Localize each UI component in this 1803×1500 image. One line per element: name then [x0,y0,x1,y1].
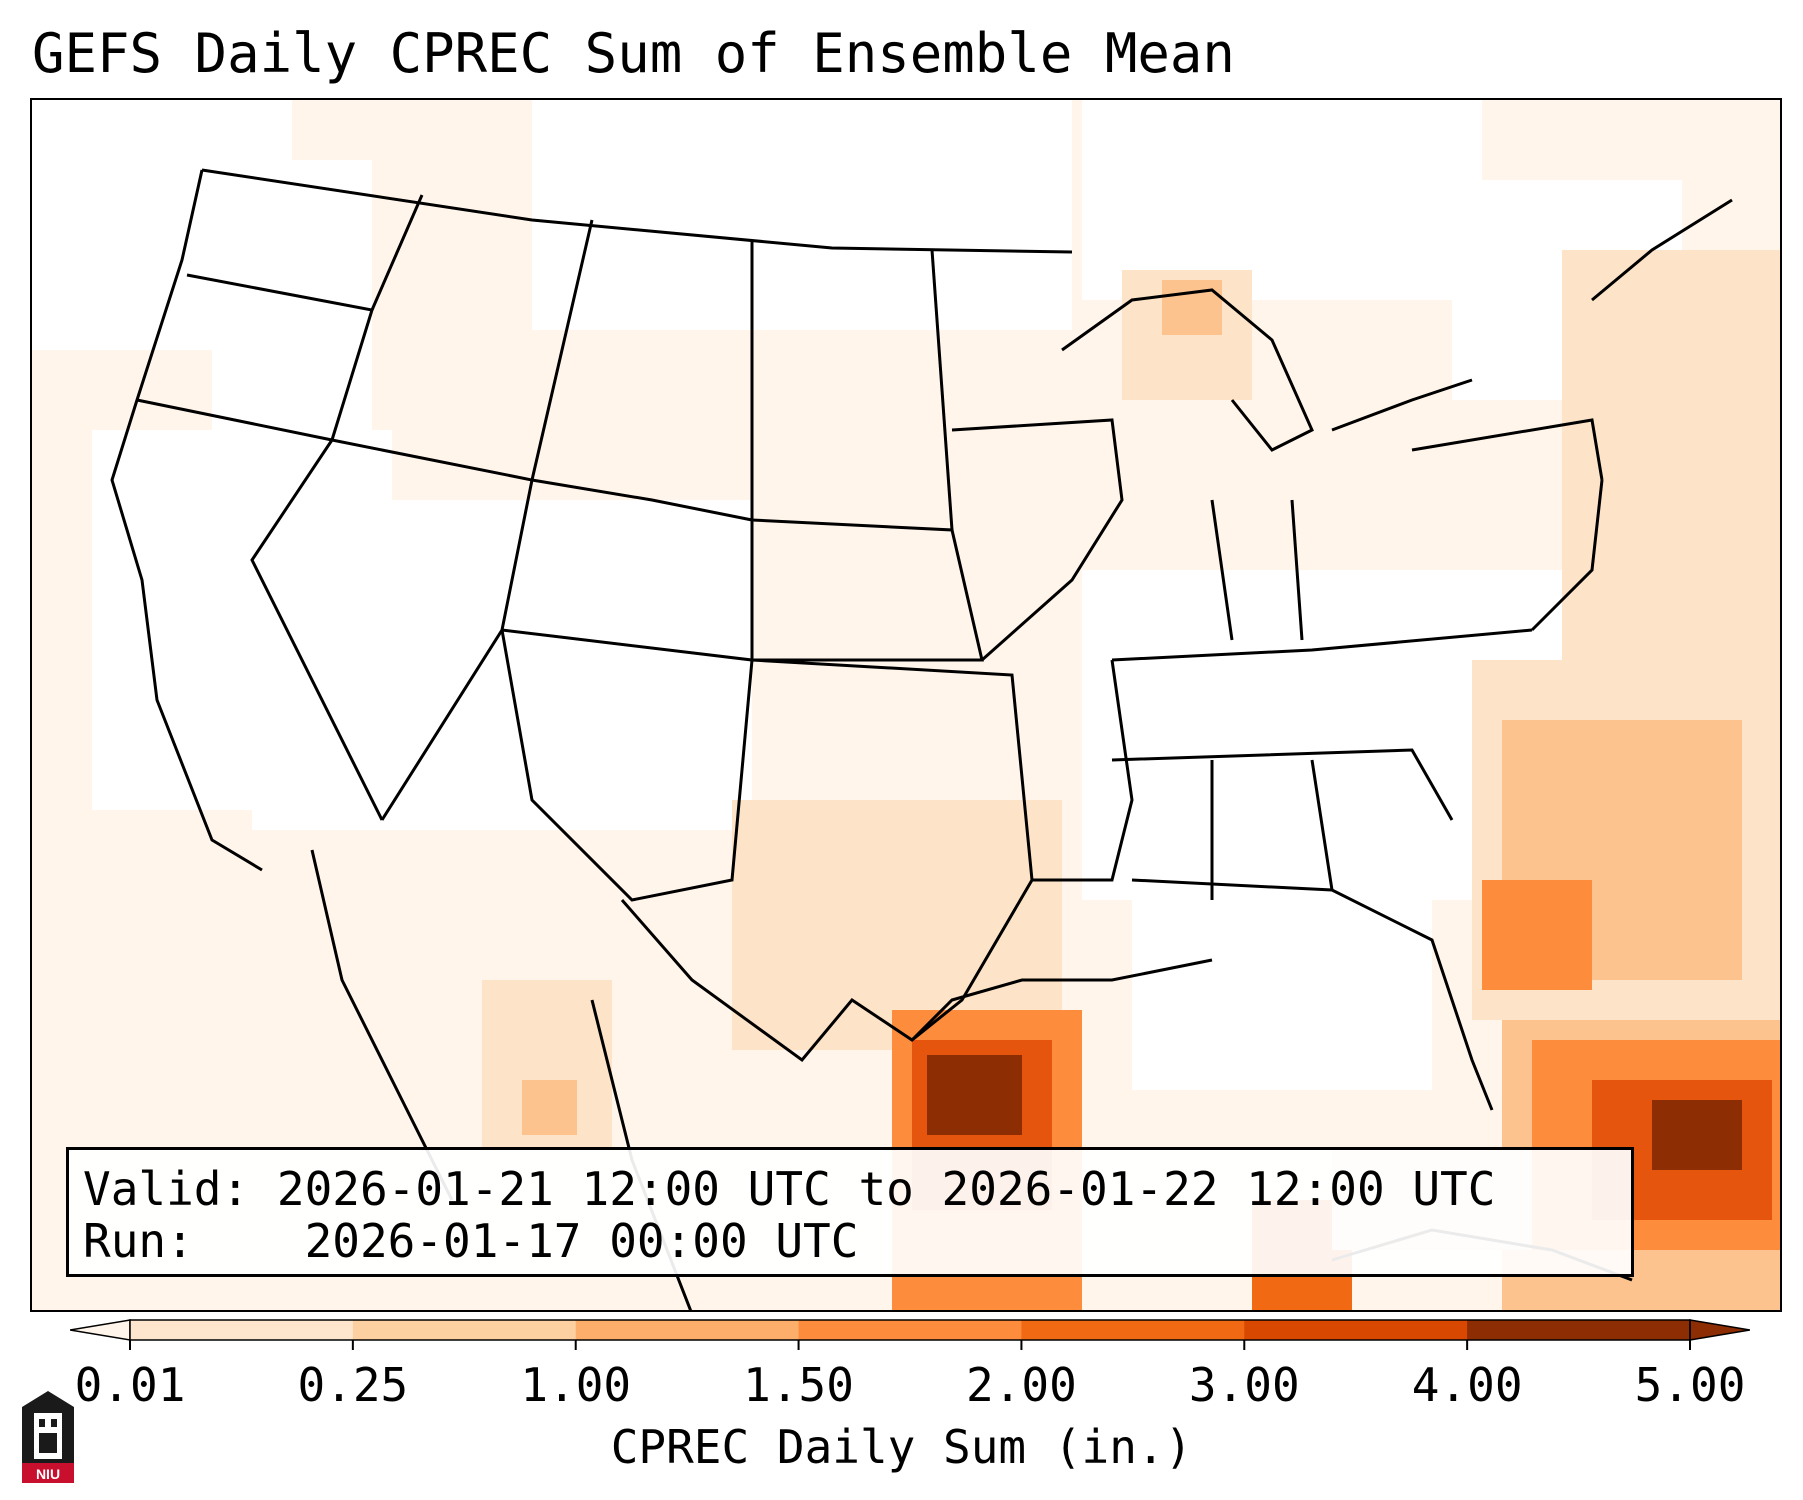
colorbar-segments [70,1319,1750,1341]
precip-area-bahamas-core [1652,1100,1742,1170]
colorbar-tick-label: 4.00 [1411,1358,1523,1412]
colorbar-extend-high [1689,1319,1750,1341]
boundary-us-canada [201,168,1073,254]
colorbar-outline [129,1319,1691,1341]
validity-info-box: Valid: 2026-01-21 12:00 UTC to 2026-01-2… [66,1147,1634,1277]
boundary-in-il [1210,499,1234,641]
boundary-wa-id [370,194,424,311]
colorbar-tick-label: 3.00 [1188,1358,1300,1412]
precip-dry-area [252,500,752,830]
logo-window [39,1419,45,1427]
map-title: GEFS Daily CPREC Sum of Ensemble Mean [32,22,1235,85]
boundary-oh-in [1290,499,1304,641]
logo-window [51,1419,57,1427]
colorbar-segment [352,1320,577,1340]
lake-superior-michigan [1061,288,1314,452]
boundary-arkansas [1032,659,1134,882]
colorbar-tick-label: 1.50 [743,1358,854,1412]
colorbar-segment [1467,1320,1691,1340]
colorbar-tick-label: 5.00 [1634,1358,1746,1412]
run-label: Run: [83,1214,194,1268]
boundary-iowa-mo [951,418,1124,662]
valid-line: Valid: 2026-01-21 12:00 UTC to 2026-01-2… [83,1162,1495,1216]
boundary-ut-nv [331,438,534,821]
boundary-tn-nc [1111,628,1533,662]
coastline-pacific [110,169,263,872]
precip-area-mexico-core [522,1080,577,1135]
niu-logo: NIU [22,1391,74,1483]
boundary-northeast [1591,198,1733,302]
boundary-florida [1131,878,1494,1111]
colorbar-label: CPREC Daily Sum (in.) [610,1420,1193,1474]
precip-area-gulf-core [927,1055,1022,1135]
logo-banner [22,1463,74,1483]
precip-dry-area [532,100,1072,330]
precip-map [32,100,1780,1310]
precip-dry-area [1132,880,1432,1090]
boundary-al-ga [1310,759,1334,891]
logo-text: NIU [36,1466,60,1482]
logo-door [39,1433,57,1453]
boundary-nm-az [500,629,754,902]
precip-area-atlantic-core [1482,880,1592,990]
colorbar [70,1319,1750,1350]
boundary-wy-co [531,478,753,522]
colorbar-ticks [129,1340,1691,1350]
boundary-pa [1411,418,1604,481]
colorbar-segment [130,1320,354,1340]
colorbar-segment [575,1320,800,1340]
colorbar-tick-label: 2.00 [966,1358,1077,1412]
precip-area-great-lakes-core [1162,280,1222,335]
colorbar-tick-label: 0.25 [297,1358,409,1412]
precip-dry-area [212,160,372,460]
boundary-mt-id [530,219,594,481]
boundary-ga-sc [1111,748,1454,821]
boundary-va-md [1530,479,1604,632]
map-panel [30,98,1782,1312]
colorbar-segment [1021,1320,1245,1340]
valid-label: Valid: [83,1162,250,1216]
precip-shading [32,100,1780,1310]
run-value: 2026-01-17 00:00 UTC [304,1214,859,1268]
boundary-or-ca [136,398,333,442]
coastline-gulf [910,958,1213,1042]
colorbar-segment [798,1320,1022,1340]
valid-value: 2026-01-21 12:00 UTC to 2026-01-22 12:00… [276,1162,1496,1216]
run-line: Run: 2026-01-17 00:00 UTC [83,1214,858,1268]
boundaries [110,168,1733,1310]
precip-dry-area [1082,100,1482,300]
colorbar-segment [1244,1320,1468,1340]
boundary-minnesota [930,249,954,531]
colorbar-tick-label: 0.01 [74,1358,186,1412]
lake-erie-ontario [1331,378,1473,432]
precip-area-atlantic-north [1562,250,1780,710]
boundary-kansas [751,518,984,662]
colorbar-tick-label: 1.00 [520,1358,632,1412]
boundary-nv [250,439,384,821]
colorbar-extend-low [70,1319,131,1341]
